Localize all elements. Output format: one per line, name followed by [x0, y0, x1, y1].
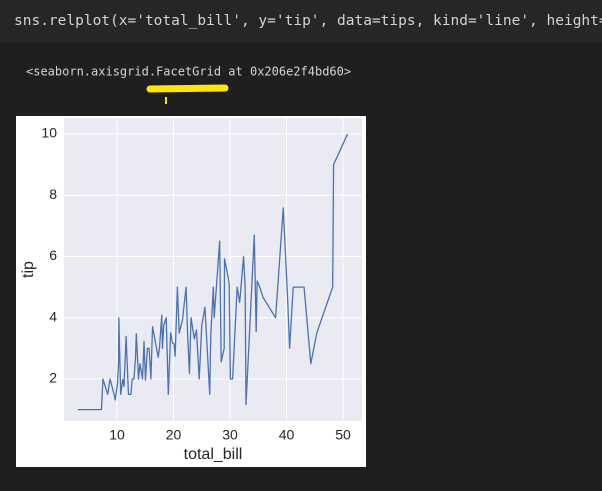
code: sns.relplot(x='total_bill', y='tip', dat…: [14, 13, 602, 29]
output-text: <seaborn.axisgrid.FacetGrid at 0x206e2f4…: [26, 65, 351, 79]
code-cell[interactable]: [0, 0, 602, 42]
x-tick-label: 30: [222, 427, 238, 443]
x-tick-label: 20: [166, 427, 182, 443]
line: [77, 133, 349, 411]
y-tick-label: 8: [49, 186, 57, 202]
x-tick-label: 50: [335, 427, 351, 443]
plot-area: [64, 118, 362, 421]
x-axis-label: total_bill: [184, 446, 243, 463]
y-tick-label: 2: [49, 370, 57, 386]
x-tick-label: 10: [109, 427, 125, 443]
highlight: [146, 84, 229, 93]
y-tick-label: 6: [49, 247, 57, 263]
y-axis-label: tip: [20, 261, 37, 278]
y-tick-label: 10: [41, 125, 57, 141]
x-tick-label: 40: [279, 427, 295, 443]
y-tick-label: 4: [49, 308, 57, 324]
